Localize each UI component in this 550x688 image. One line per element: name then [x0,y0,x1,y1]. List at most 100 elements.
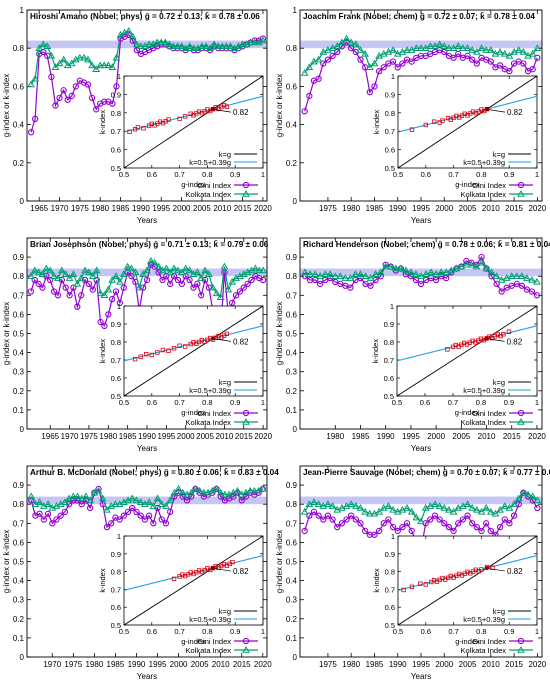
data-point-gini [432,276,440,284]
fixed-point-marker [210,107,215,112]
plot-frame [26,9,268,202]
data-point-kolkata [108,63,117,71]
data-point-kolkata [300,69,309,76]
inset-y-tick-label: 0.9 [111,320,121,329]
inset-legend-label: k=g [493,150,505,159]
data-point-gini [375,67,383,75]
y-tick-label: 0.9 [13,253,25,262]
scatter-point [171,576,177,582]
inset-x-tick-label: 0.5 [119,398,129,407]
data-point-kolkata [519,488,528,496]
data-point-kolkata [104,285,113,293]
data-point-kolkata [39,40,48,48]
x-tick-label: 2005 [193,204,211,213]
data-point-kolkata [30,266,39,274]
data-point-kolkata [412,270,420,278]
scatter-point [423,122,428,128]
legend-label: Gini Index [197,181,231,190]
inset-y-tick-label: 1 [390,302,394,311]
data-point-kolkata [510,500,518,507]
data-point-gini [375,527,383,535]
scatter-point [431,119,437,124]
y-tick-label: 0.3 [286,368,298,377]
data-point-gini [61,508,69,515]
y-tick-label: 0.1 [13,634,25,643]
data-point-gini [459,516,467,523]
data-point-kolkata [356,46,365,53]
y-tick-label: 0.4 [286,121,298,130]
x-tick-label: 2000 [435,204,453,213]
data-point-gini [450,54,457,61]
data-point-gini [443,274,450,282]
data-point-gini [334,48,341,56]
fixed-point-label: 0.82 [233,337,249,346]
x-tick-label: 1990 [389,660,407,669]
legend-marker [242,417,250,425]
chart-panel-6: 0 0.1 0.2 0.3 0.4 0.5 0.6 0.7 0.8 0.9 1975 1980 1985… [275,465,550,681]
line-k-equals-g [397,535,538,626]
inset-x-tick-label: 0.9 [230,170,240,179]
data-point-kolkata [169,42,178,50]
y-tick-label: 0.3 [13,368,25,377]
y-tick-label: 0.6 [13,82,25,91]
inset-x-tick-label: 1 [261,627,265,636]
y-tick-label: 0 [20,197,25,206]
data-point-gini [417,280,425,287]
scatter-point [506,329,512,334]
scatter-point [401,587,406,593]
data-point-kolkata [500,502,509,509]
x-tick-label: 2005 [459,204,477,213]
data-point-kolkata [365,63,374,71]
x-tick-label: 1985 [107,660,125,669]
data-point-kolkata [197,274,206,281]
data-point-kolkata [459,44,467,51]
data-point-kolkata [226,42,235,50]
data-point-gini [27,129,35,136]
y-tick-label: 0 [293,425,298,434]
x-tick-label: 2010 [478,432,496,441]
inset-x-tick-label: 0.8 [202,627,212,636]
data-point-kolkata [311,270,319,278]
data-point-kolkata [486,507,495,515]
data-point-kolkata [310,498,318,506]
x-tick-label: 2000 [427,432,445,441]
data-point-gini [167,508,174,515]
y-tick-label: 1 [293,6,298,15]
data-point-kolkata [104,61,113,69]
x-tick-label: 1970 [43,660,61,669]
data-point-gini [64,96,71,103]
x-tick-label: 2005 [459,660,477,669]
fixed-point-label: 0.82 [507,108,523,117]
x-tick-label: 2015 [505,660,523,669]
inset-y-tick-label: 0.6 [384,374,394,383]
x-tick-label: 2020 [254,660,272,669]
data-point-kolkata [486,46,495,53]
data-point-kolkata [147,256,155,264]
legend-marker [242,645,250,653]
scatter-point [127,129,132,134]
inset-y-axis-label: k-index [372,110,381,134]
legend-label: Gini Index [472,409,506,418]
data-point-gini [320,60,327,67]
data-point-kolkata [228,277,237,285]
data-point-kolkata [43,42,52,50]
data-point-gini [53,516,60,523]
inset-x-tick-label: 0.5 [392,398,402,407]
data-point-kolkata [412,513,421,521]
data-point-kolkata [143,266,151,274]
data-point-gini [109,295,116,303]
scatter-point [144,352,149,357]
inset-x-tick-label: 0.7 [448,398,458,407]
inset-x-tick-label: 1 [535,627,539,636]
data-point-gini [385,516,392,523]
inset-y-tick-label: 0.5 [111,392,121,401]
data-point-kolkata [407,507,416,515]
inset-plot: 0.50.60.70.80.910.5 0.6 0.7 0.8 0.9 10.82k=gk… [98,302,265,417]
y-tick-label: 0.4 [286,349,298,358]
x-tick-label: 2000 [173,204,191,213]
line-fit [397,95,538,133]
data-point-gini [259,276,267,284]
inset-y-tick-label: 0.6 [385,603,395,612]
data-point-kolkata [157,38,166,46]
y-tick-label: 0.2 [13,159,25,168]
